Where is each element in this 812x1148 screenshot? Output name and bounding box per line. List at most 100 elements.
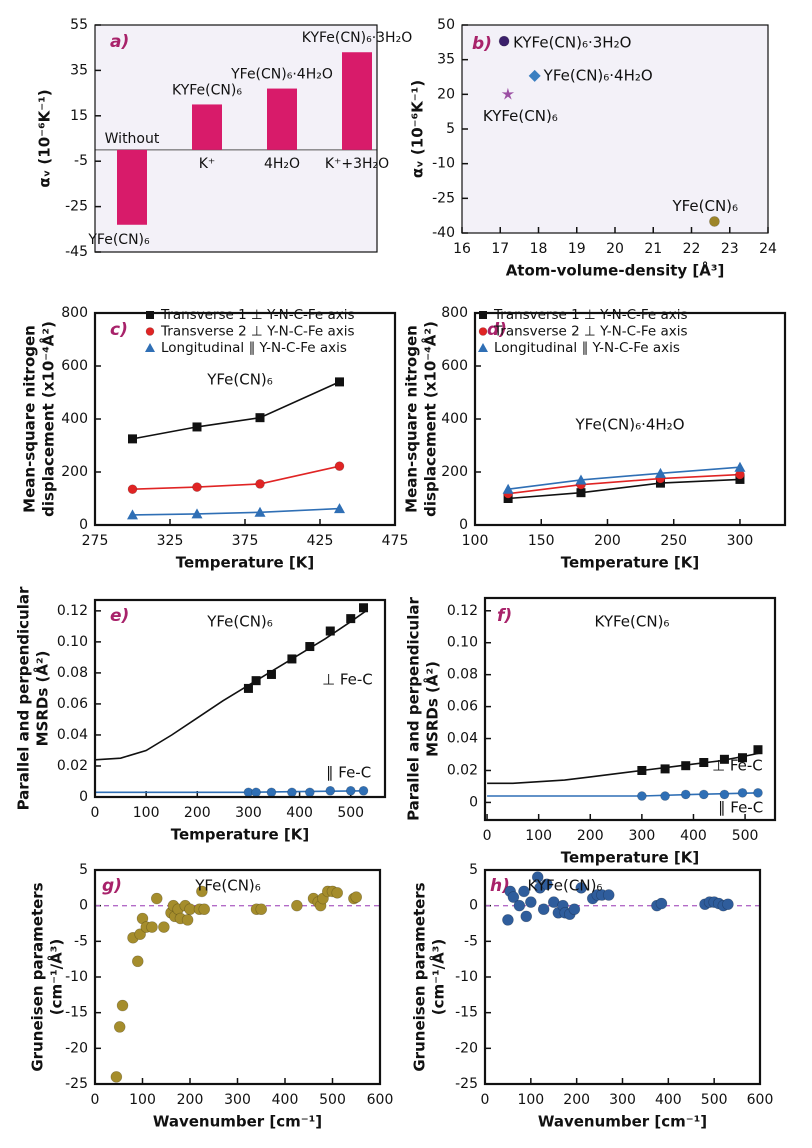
y-tick-label: 5 [469, 862, 478, 878]
marker [196, 885, 208, 898]
marker [479, 311, 487, 319]
marker [334, 461, 345, 471]
panel-letter: g) [102, 876, 122, 896]
y-tick-label: 0.06 [57, 696, 88, 712]
x-tick-label: 600 [367, 1092, 394, 1108]
y-tick-label: 5 [446, 121, 455, 137]
y-tick-label: 0.04 [57, 727, 88, 743]
bar [117, 149, 147, 225]
marker [345, 785, 356, 796]
y-axis-label: Gruneisen parameters [29, 882, 47, 1071]
y-tick-label: 200 [61, 464, 88, 480]
marker [518, 885, 530, 898]
x-tick-label: 250 [660, 533, 687, 549]
x-tick-label: 100 [517, 1092, 544, 1108]
plot-frame [473, 311, 787, 527]
plot-frame [94, 24, 378, 253]
y-tick-label: 600 [441, 358, 468, 374]
marker [660, 764, 670, 774]
y-tick-label: -20 [455, 1040, 478, 1056]
y-tick-label: 50 [437, 17, 455, 33]
marker [507, 891, 520, 903]
bar [267, 88, 297, 150]
annotation: KYFe(CN)₆ [528, 877, 603, 895]
annotation: YFe(CN)₆·4H₂O [574, 416, 684, 434]
marker [305, 642, 315, 652]
y-tick-label: -5 [464, 933, 478, 949]
marker [116, 999, 129, 1012]
series-line [508, 473, 741, 495]
x-tick-label: 19 [568, 241, 586, 257]
y-tick-label: 600 [61, 358, 88, 374]
point-label: YFe(CN)₆ [671, 197, 738, 215]
plot-frame [483, 868, 762, 1086]
x-tick-label: 400 [655, 1092, 682, 1108]
series-line [508, 478, 741, 500]
marker [719, 754, 729, 764]
marker [681, 761, 691, 771]
marker [637, 765, 647, 775]
marker [350, 891, 363, 903]
x-tick-label: 300 [609, 1092, 636, 1108]
category-label: K⁺+3H₂O [325, 156, 389, 172]
marker [537, 903, 550, 916]
y-tick-label: -40 [432, 225, 455, 241]
marker [335, 377, 344, 387]
marker [753, 788, 763, 798]
x-tick-label: 23 [721, 241, 739, 257]
marker [146, 311, 154, 319]
y-tick-label: 0.06 [447, 699, 478, 715]
x-tick-label: 500 [701, 1092, 728, 1108]
series-line [132, 507, 340, 516]
x-tick-label: 200 [577, 828, 604, 844]
marker [150, 892, 163, 905]
x-tick-label: 100 [462, 533, 489, 549]
marker [191, 508, 203, 519]
marker [568, 903, 581, 916]
marker [753, 745, 763, 755]
series-line [94, 610, 367, 761]
compound-label: YFe(CN)₆ [87, 232, 150, 248]
plot-frame [93, 868, 382, 1086]
marker [637, 791, 647, 801]
y-tick-label: -15 [65, 1005, 88, 1021]
y-axis-label: Mean-square nitrogen [403, 325, 421, 513]
marker [192, 422, 202, 432]
y-tick-label: -45 [65, 244, 88, 260]
marker [655, 897, 668, 910]
annotation: YFe(CN)₆ [194, 877, 261, 895]
x-axis-label: Wavenumber [cm⁻¹] [153, 1113, 322, 1131]
y-tick-label: -25 [455, 1076, 478, 1092]
y-tick-label: -20 [65, 1040, 88, 1056]
marker [131, 955, 144, 968]
marker [660, 791, 670, 801]
marker [722, 898, 734, 911]
series-line [132, 465, 340, 490]
legend-label: Transverse 2 ⊥ Y-N-C-Fe axis [160, 324, 355, 340]
x-tick-label: 100 [133, 805, 160, 821]
legend-label: Transverse 2 ⊥ Y-N-C-Fe axis [493, 324, 688, 340]
y-tick-label: 0 [79, 517, 88, 533]
marker [251, 787, 261, 798]
x-tick-label: 300 [727, 533, 754, 549]
x-tick-label: 375 [232, 533, 259, 549]
marker [699, 758, 709, 768]
compound-label: KYFe(CN)₆ [172, 82, 242, 98]
y-tick-label: 0.12 [57, 603, 88, 619]
panel-letter: d) [487, 320, 507, 340]
y-axis-label: Mean-square nitrogen [21, 325, 39, 513]
marker [255, 479, 265, 489]
y-tick-label: 400 [441, 411, 468, 427]
x-tick-label: 100 [525, 828, 552, 844]
y-axis-label: αᵥ (10⁻⁶K⁻¹) [409, 80, 427, 178]
x-tick-label: 22 [683, 241, 701, 257]
y-tick-label: 55 [70, 17, 88, 33]
x-axis-label: Temperature [K] [561, 849, 699, 867]
x-tick-label: 0 [91, 805, 100, 821]
category-label: K⁺ [199, 156, 216, 172]
series-line [487, 792, 761, 797]
x-tick-label: 600 [747, 1092, 774, 1108]
x-tick-label: 425 [307, 533, 334, 549]
